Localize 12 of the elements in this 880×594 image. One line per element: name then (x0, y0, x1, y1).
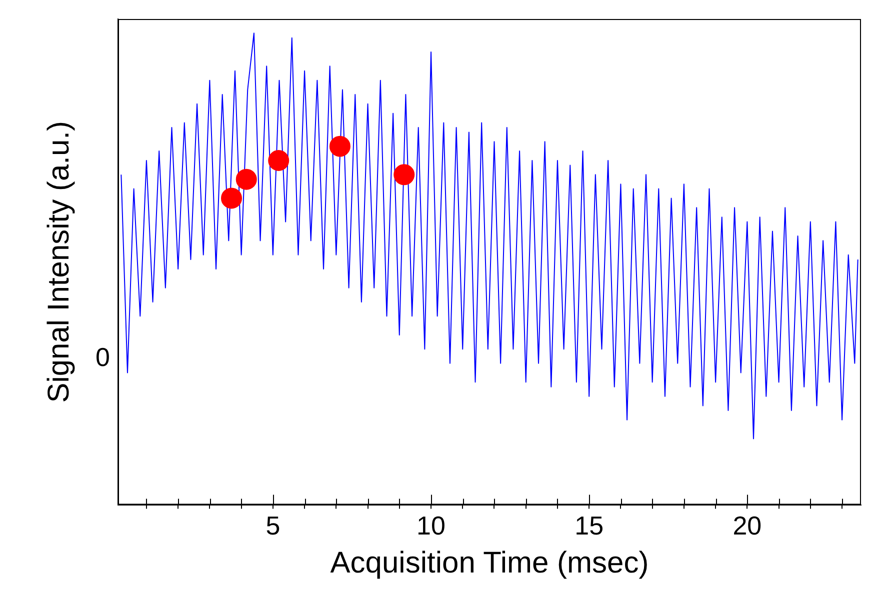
y-axis-title: Signal Intensity (a.u.) (42, 120, 76, 403)
x-axis-title: Acquisition Time (msec) (330, 546, 649, 580)
point (329, 136, 350, 157)
x-tick-label: 20 (732, 510, 762, 541)
text: 0 (96, 342, 110, 372)
point (268, 150, 290, 171)
point (394, 164, 415, 186)
x-tick-label: 10 (416, 510, 446, 541)
x-tick-label: 15 (574, 510, 604, 541)
point (221, 188, 242, 209)
x-tick-label: 5 (266, 510, 280, 541)
point (236, 168, 257, 190)
